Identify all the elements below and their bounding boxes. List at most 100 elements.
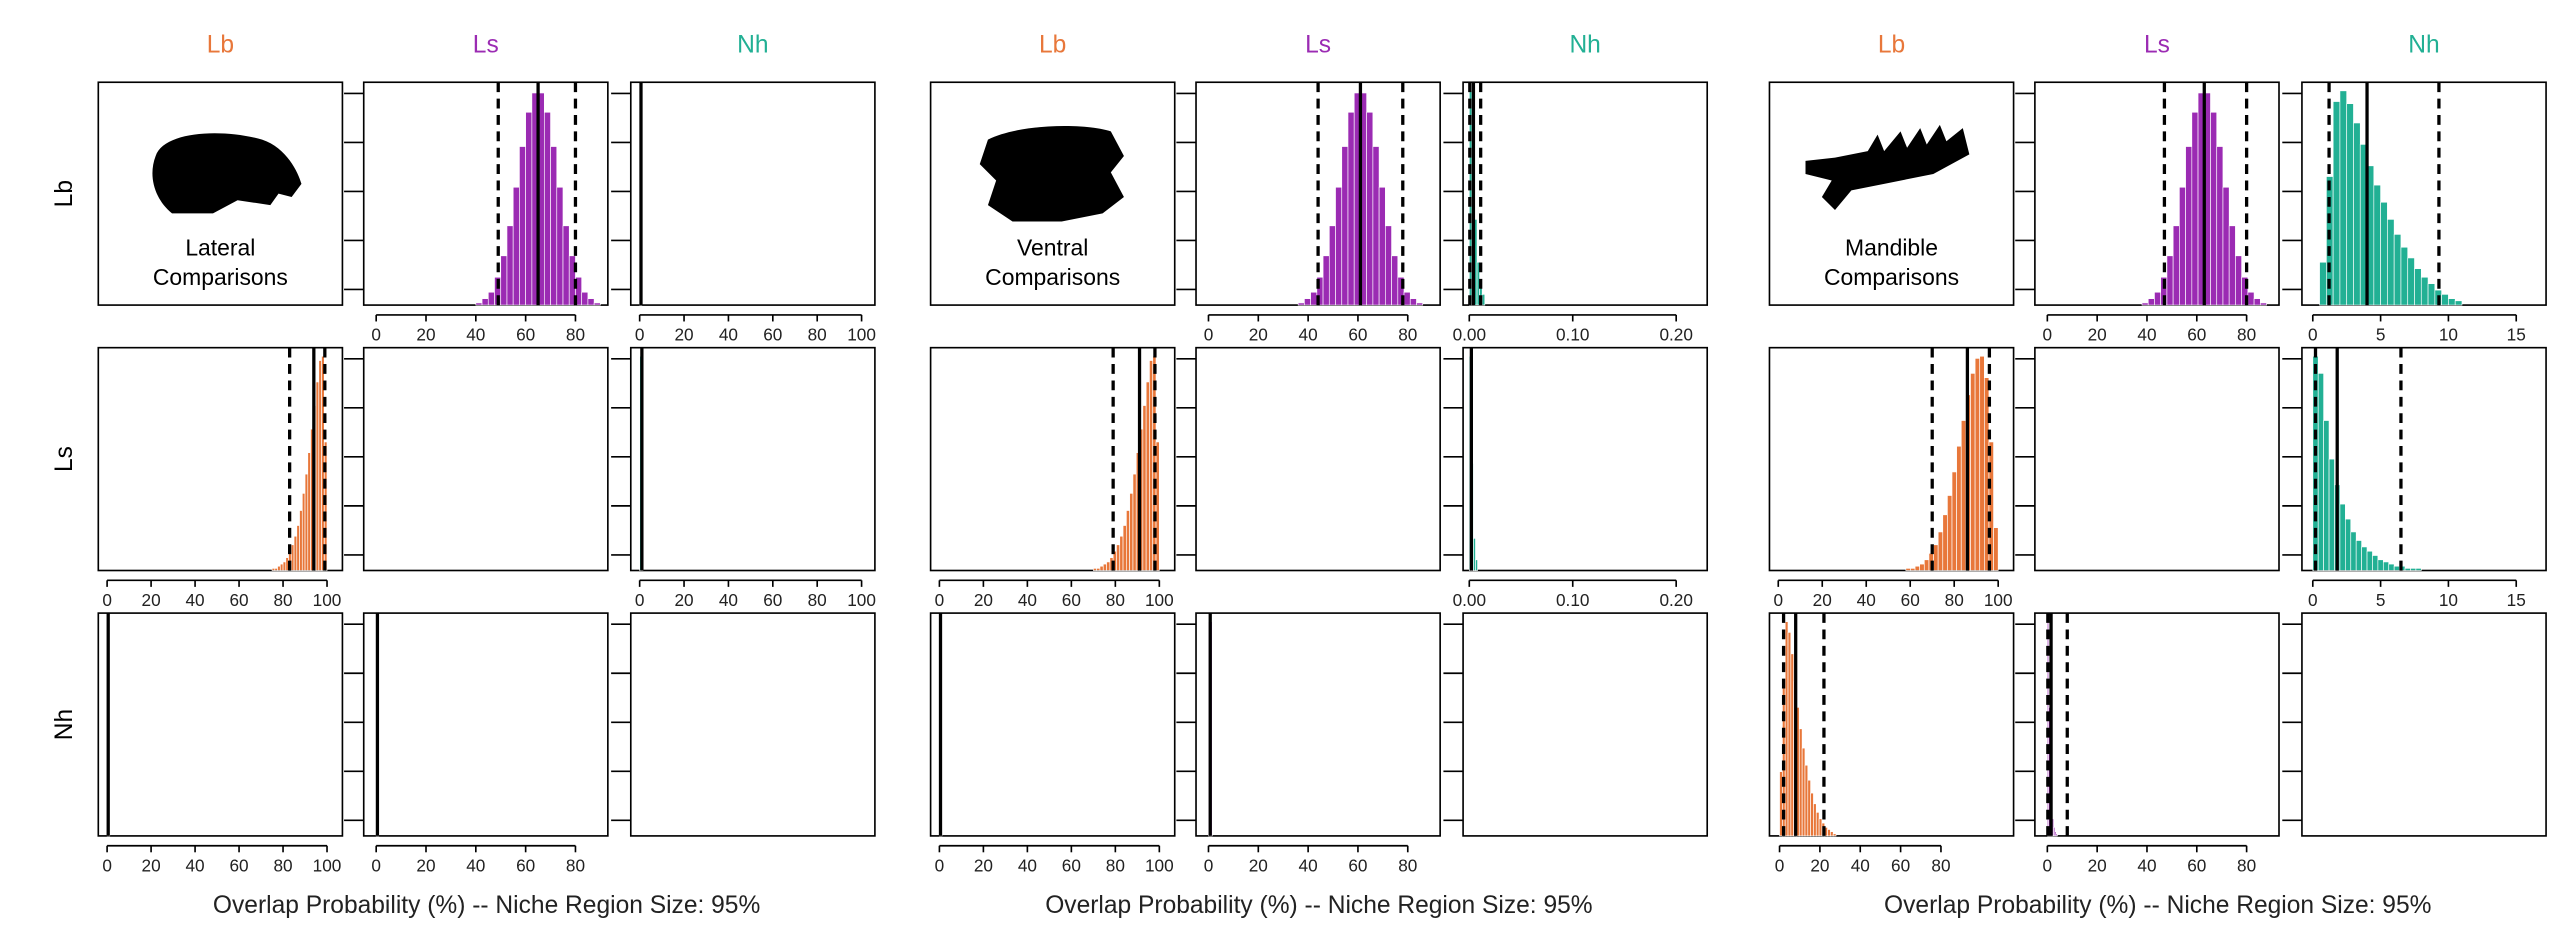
silhouette xyxy=(1805,124,1970,211)
row-label: Nh xyxy=(51,709,78,740)
panel-caption: Comparisons xyxy=(153,264,288,290)
histogram-bar xyxy=(1784,621,1789,837)
histogram-bar xyxy=(2166,255,2174,306)
histogram-bar xyxy=(2319,261,2327,306)
histogram-bar xyxy=(1116,544,1121,571)
histogram-bar xyxy=(307,452,311,571)
panel-frame xyxy=(1768,612,2015,837)
histogram-bar xyxy=(2454,300,2463,306)
x-tick-label: 10 xyxy=(2439,325,2458,345)
x-tick-label: 60 xyxy=(516,325,535,345)
histogram-bar xyxy=(2185,146,2193,306)
x-tick-label: 0 xyxy=(935,856,945,876)
histogram-bar xyxy=(506,225,514,306)
histogram-bar xyxy=(274,568,278,571)
histogram-bar xyxy=(1942,514,1948,571)
histogram-bar xyxy=(1813,803,1817,837)
histogram-bar xyxy=(2339,90,2348,306)
panel-frame xyxy=(1462,81,1709,306)
x-tick-label: 0 xyxy=(1204,856,1214,876)
histogram-bar xyxy=(500,255,508,306)
histogram-bar xyxy=(2353,122,2361,306)
column-label: Nh xyxy=(1569,32,1600,59)
histogram-bar xyxy=(1385,225,1392,306)
x-tick-label: 80 xyxy=(1106,856,1125,876)
panel-caption: Comparisons xyxy=(1824,264,1959,290)
x-tick-label: 60 xyxy=(1348,856,1367,876)
histogram-bar xyxy=(2141,302,2149,306)
histogram-bar xyxy=(1993,527,1999,571)
panel-frame xyxy=(1462,346,1709,572)
x-axis-label: Overlap Probability (%) -- Niche Region … xyxy=(213,892,760,919)
panel-frame xyxy=(97,81,344,306)
histogram-bar xyxy=(290,544,295,571)
x-tick-label: 60 xyxy=(1062,590,1081,610)
x-tick-label: 40 xyxy=(1299,325,1318,345)
x-tick-label: 60 xyxy=(229,590,248,610)
x-tick-label: 0.20 xyxy=(1659,590,1692,610)
histogram-bar xyxy=(1970,373,1976,571)
panel-frame xyxy=(629,612,876,837)
x-tick-label: 40 xyxy=(1851,856,1870,876)
histogram-bar xyxy=(1979,355,1985,571)
x-tick-label: 80 xyxy=(1106,590,1125,610)
histogram-bar xyxy=(2414,268,2422,306)
histogram-bar xyxy=(277,565,281,571)
x-tick-label: 80 xyxy=(2237,325,2256,345)
histogram-bar xyxy=(2427,283,2436,306)
histogram-bar xyxy=(1832,833,1837,837)
histogram-bar xyxy=(2400,246,2409,306)
x-tick-label: 0 xyxy=(2308,325,2318,345)
histogram-bar xyxy=(1155,441,1160,571)
histogram-bar xyxy=(1810,792,1814,837)
histogram-bar xyxy=(1416,302,1424,306)
histogram-bar xyxy=(481,298,489,306)
x-tick-label: 80 xyxy=(273,856,292,876)
histogram-bar xyxy=(2407,257,2415,306)
histogram-bar xyxy=(1807,779,1811,837)
x-tick-label: 40 xyxy=(2137,856,2156,876)
histogram-bar xyxy=(1830,831,1834,837)
histogram-bar xyxy=(1787,632,1792,837)
histogram-bar xyxy=(1145,381,1150,571)
histogram-bar xyxy=(1129,493,1134,571)
histogram-bar xyxy=(2222,186,2230,306)
histogram-bar xyxy=(1798,728,1803,837)
panel-frame xyxy=(2034,81,2280,306)
histogram-bar xyxy=(1341,146,1349,306)
x-tick-label: 0 xyxy=(2043,856,2053,876)
histogram-bar xyxy=(296,525,300,571)
histogram-bar xyxy=(2420,276,2429,306)
x-tick-label: 0 xyxy=(371,325,381,345)
histogram-bar xyxy=(304,473,309,571)
histogram-bar xyxy=(1815,812,1820,837)
x-tick-label: 0 xyxy=(935,590,945,610)
x-tick-label: 60 xyxy=(763,590,782,610)
histogram-bar xyxy=(2339,503,2346,571)
histogram-bar xyxy=(556,186,564,306)
histogram-bar xyxy=(1297,302,1305,306)
histogram-bar xyxy=(2216,146,2224,306)
panel-frame xyxy=(1195,346,1441,572)
histogram-bar xyxy=(1304,298,1311,306)
histogram-bar xyxy=(2350,531,2357,571)
histogram-bar xyxy=(1335,186,1343,306)
histogram-bar xyxy=(293,535,298,571)
histogram-bar xyxy=(1988,441,1994,571)
histogram-bar xyxy=(1397,276,1405,306)
histogram-bar xyxy=(1910,568,1916,571)
panel-frame xyxy=(97,346,344,572)
histogram-bar xyxy=(1947,495,1953,571)
x-tick-label: 15 xyxy=(2507,325,2526,345)
x-tick-label: 20 xyxy=(142,856,161,876)
x-tick-label: 20 xyxy=(2088,856,2107,876)
histogram-bar xyxy=(593,302,601,306)
x-tick-label: 80 xyxy=(1931,856,1950,876)
histogram-bar xyxy=(2055,833,2058,837)
histogram-bar xyxy=(1322,255,1330,306)
x-tick-label: 60 xyxy=(1901,590,1920,610)
histogram-bar xyxy=(1149,360,1154,571)
histogram-bar xyxy=(1106,561,1111,571)
x-axis-label: Overlap Probability (%) -- Niche Region … xyxy=(1045,892,1592,919)
